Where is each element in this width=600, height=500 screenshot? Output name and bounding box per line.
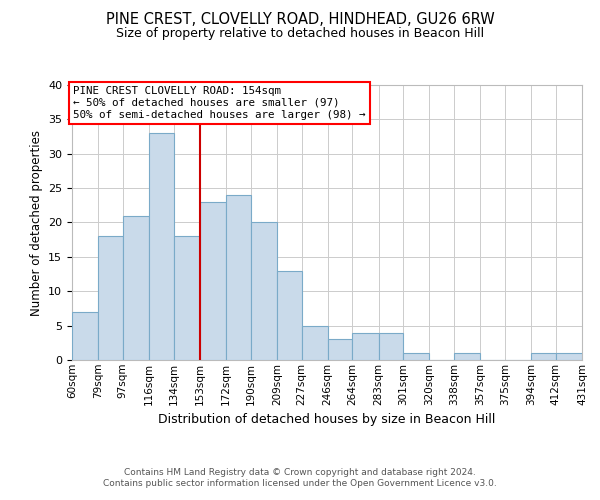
Text: PINE CREST CLOVELLY ROAD: 154sqm
← 50% of detached houses are smaller (97)
50% o: PINE CREST CLOVELLY ROAD: 154sqm ← 50% o… [73,86,366,120]
Bar [403,353,430,360]
Bar [174,236,200,360]
Bar [226,195,251,360]
Text: PINE CREST, CLOVELLY ROAD, HINDHEAD, GU26 6RW: PINE CREST, CLOVELLY ROAD, HINDHEAD, GU2… [106,12,494,28]
Text: Contains HM Land Registry data © Crown copyright and database right 2024.
Contai: Contains HM Land Registry data © Crown c… [103,468,497,487]
Text: Size of property relative to detached houses in Beacon Hill: Size of property relative to detached ho… [116,28,484,40]
Bar [277,270,302,360]
X-axis label: Distribution of detached houses by size in Beacon Hill: Distribution of detached houses by size … [158,413,496,426]
Bar [302,326,328,360]
Bar [72,312,98,360]
Bar [200,202,226,360]
Bar [149,133,174,360]
Bar [531,353,556,360]
Bar [98,236,123,360]
Bar [454,353,480,360]
Bar [251,222,277,360]
Bar [352,332,379,360]
Y-axis label: Number of detached properties: Number of detached properties [29,130,43,316]
Bar [123,216,149,360]
Bar [379,332,403,360]
Bar [556,353,582,360]
Bar [328,340,352,360]
